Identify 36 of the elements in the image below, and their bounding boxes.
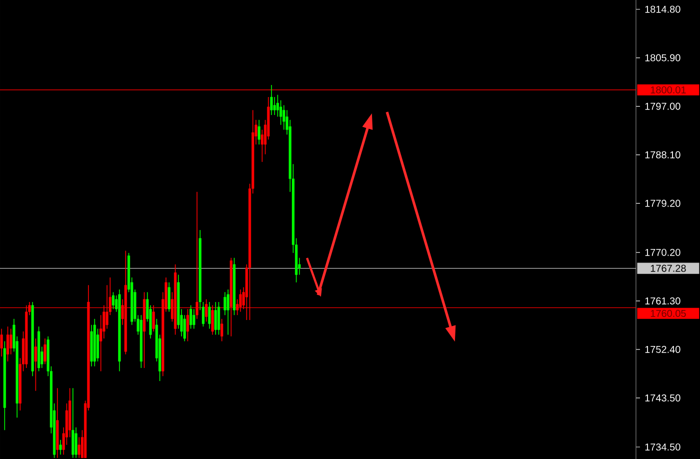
y-tick-label: 1788.10 — [645, 151, 680, 158]
y-tick-label: 1761.30 — [645, 297, 680, 304]
candlestick — [258, 120, 260, 145]
y-tick-label: 1734.50 — [645, 443, 680, 451]
candlestick — [96, 328, 100, 362]
ref-line-label: 1760.05 — [650, 310, 686, 317]
candlestick — [78, 436, 80, 458]
candlestick — [74, 426, 78, 458]
candlestick — [190, 304, 192, 330]
candlestick — [34, 338, 37, 392]
y-tick-label: 1814.80 — [645, 6, 680, 13]
y-tick-label: 1779.20 — [645, 200, 680, 207]
candlestick — [270, 84, 273, 116]
candlestick — [10, 328, 12, 355]
ref-line-label: 1800.01 — [650, 86, 686, 94]
candlestick — [220, 318, 224, 342]
y-tick-label: 1752.40 — [645, 346, 680, 353]
candlestick — [224, 292, 226, 316]
candlestick — [282, 104, 286, 130]
y-tick-label: 1743.50 — [645, 394, 680, 402]
candlestick — [214, 302, 217, 336]
candlestick — [0, 328, 3, 357]
candlestick — [6, 326, 10, 362]
candlestick — [226, 289, 230, 336]
candlestick — [217, 302, 220, 336]
y-tick-label: 1797.00 — [645, 102, 680, 110]
ref-line-label: 1767.28 — [650, 264, 686, 272]
y-tick-label: 1805.90 — [645, 54, 680, 62]
candlestick — [44, 338, 46, 365]
candlestick — [192, 308, 196, 330]
candlestick — [168, 282, 170, 312]
candlestick — [208, 302, 211, 330]
y-tick-label: 1770.20 — [645, 248, 680, 256]
candlestick — [59, 440, 62, 456]
candlestick — [273, 96, 276, 116]
candlestick — [112, 292, 115, 310]
